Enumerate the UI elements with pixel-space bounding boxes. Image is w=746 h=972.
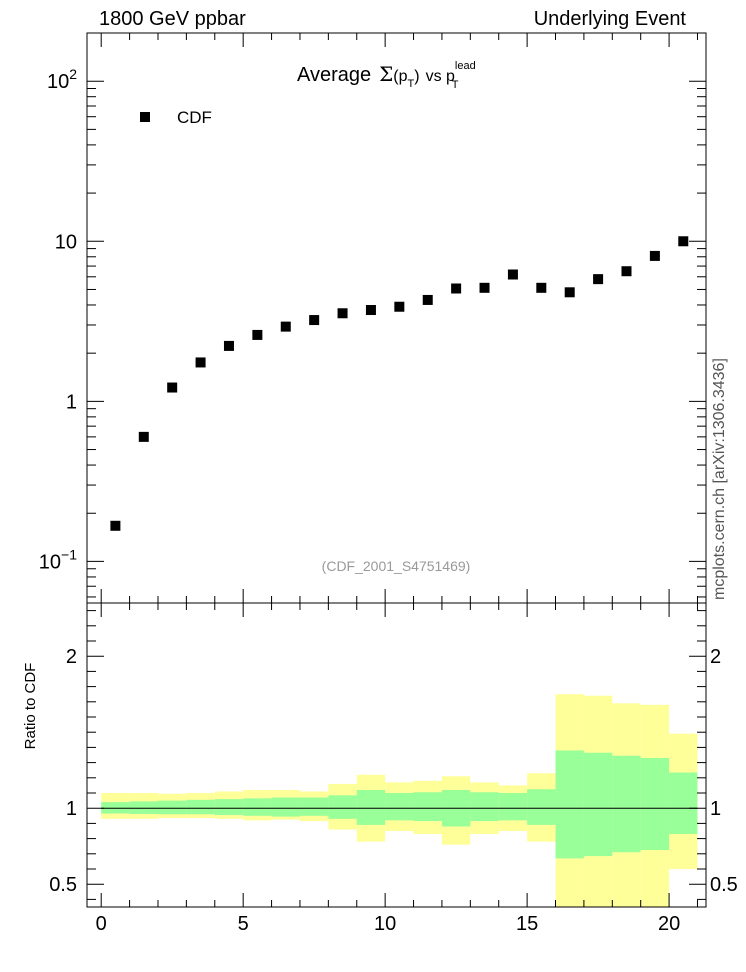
band-1-bin-9 — [356, 789, 386, 825]
data-point — [223, 340, 234, 351]
band-1-bin-6 — [271, 797, 300, 817]
ratio-y-tick-label-right: 2 — [710, 646, 721, 668]
title-close: ) — [414, 68, 419, 85]
data-point — [337, 308, 348, 319]
data-markers — [110, 236, 689, 531]
data-point — [451, 283, 462, 294]
band-1-bin-18 — [612, 755, 641, 853]
data-point — [678, 236, 689, 247]
band-1-bin-8 — [328, 795, 357, 819]
band-1-bin-16 — [555, 750, 584, 859]
y-tick-label: 10−1 — [39, 546, 77, 573]
data-point — [309, 315, 320, 326]
data-point — [536, 282, 547, 293]
title-sigma: Σ — [379, 62, 393, 86]
header-left: 1800 GeV ppbar — [99, 8, 246, 30]
ratio-y-tick-label-right: 1 — [710, 798, 721, 820]
band-1-bin-1 — [129, 801, 158, 814]
data-point — [167, 382, 178, 393]
title-prefix: Average — [297, 64, 371, 86]
legend-label: CDF — [177, 108, 212, 127]
analysis-annotation: (CDF_2001_S4751469) — [322, 558, 471, 574]
x-tick-label: 10 — [374, 913, 396, 935]
data-point — [138, 431, 149, 442]
data-point — [195, 357, 206, 368]
title-sup: lead — [455, 60, 476, 72]
data-point — [280, 321, 291, 332]
band-1-bin-4 — [214, 799, 244, 816]
data-point — [564, 287, 575, 298]
data-point — [507, 269, 518, 280]
y-tick-label: 102 — [47, 66, 77, 93]
x-tick-label: 5 — [238, 913, 249, 935]
band-1-bin-10 — [385, 793, 414, 821]
band-1-bin-17 — [583, 752, 613, 857]
band-1-bin-5 — [243, 798, 272, 816]
x-tick-label: 20 — [658, 913, 680, 935]
data-point — [479, 282, 490, 293]
title-sub1: T — [408, 78, 415, 90]
band-1-bin-19 — [640, 758, 670, 850]
band-1-bin-3 — [186, 799, 215, 815]
band-1-bin-14 — [498, 793, 528, 821]
chart-title: Average Σ(pT) vs plead T — [297, 60, 476, 91]
title-open: (p — [393, 68, 407, 85]
data-point — [621, 266, 632, 277]
data-point — [365, 305, 376, 316]
band-1-bin-2 — [157, 800, 187, 815]
ratio-bands — [101, 694, 698, 907]
data-point — [110, 520, 121, 531]
band-1-bin-7 — [299, 797, 329, 816]
y-tick-label: 1 — [66, 391, 77, 413]
ratio-y-tick-label-left: 2 — [66, 646, 77, 668]
band-1-bin-13 — [470, 792, 499, 822]
data-point — [394, 301, 405, 312]
ratio-y-tick-label-left: 1 — [66, 798, 77, 820]
ratio-y-tick-label-right: 0.5 — [710, 874, 738, 896]
ratio-y-tick-label-left: 0.5 — [49, 874, 77, 896]
y-tick-label: 10 — [55, 231, 77, 253]
x-tick-label: 0 — [96, 913, 107, 935]
data-point — [593, 274, 604, 285]
title-sub2: T — [452, 79, 459, 91]
x-tick-label: 15 — [516, 913, 538, 935]
band-1-bin-11 — [413, 792, 442, 822]
data-point — [649, 250, 660, 261]
data-point — [252, 329, 263, 340]
title-vs: vs p — [426, 68, 455, 85]
band-1-bin-20 — [669, 772, 698, 835]
band-1-bin-15 — [527, 789, 556, 825]
legend-marker — [140, 112, 150, 122]
data-point — [422, 294, 433, 305]
axis-ticks — [87, 32, 706, 907]
header-right: Underlying Event — [533, 8, 686, 30]
ratio-plot-frame — [86, 602, 707, 908]
